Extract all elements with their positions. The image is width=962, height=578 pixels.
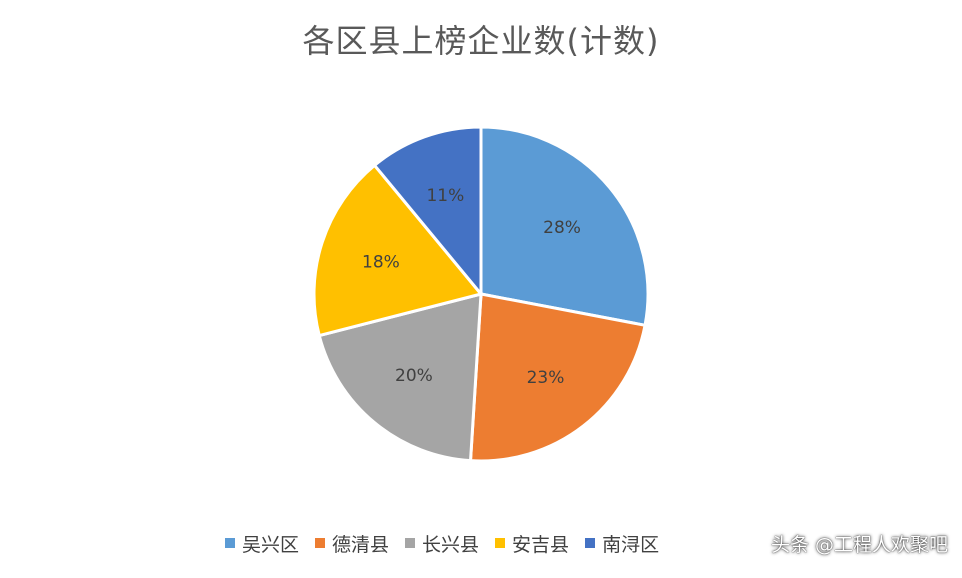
legend-label-3: 长兴县 <box>422 533 480 556</box>
legend-label-1: 吴兴区 <box>242 533 300 556</box>
chart-legend: 吴兴区 德清县 长兴县 安吉县 南浔区 <box>225 530 675 556</box>
legend-swatch-5 <box>585 538 596 548</box>
legend-item-1: 吴兴区 <box>225 530 299 557</box>
legend-label-5: 南浔区 <box>602 533 660 556</box>
legend-label-2: 德清县 <box>332 533 390 556</box>
chart-title: 各区县上榜企业数(计数) <box>302 22 660 60</box>
pie-slice-2 <box>468 292 647 463</box>
legend-item-3: 长兴县 <box>405 530 479 557</box>
pie-slice-3 <box>317 292 483 463</box>
legend-item-2: 德清县 <box>315 530 389 557</box>
pie-slice-4 <box>312 163 484 338</box>
data-label-1: 28% <box>543 218 581 238</box>
data-label-2: 23% <box>527 368 565 388</box>
legend-item-4: 安吉县 <box>495 530 569 557</box>
watermark: 头条 @工程人欢聚吧 <box>770 534 948 556</box>
pie-slice-1 <box>479 125 650 328</box>
legend-swatch-1 <box>225 538 235 548</box>
pie-slice-5 <box>372 125 483 299</box>
legend-swatch-3 <box>405 538 416 548</box>
legend-swatch-2 <box>315 538 326 548</box>
legend-label-4: 安吉县 <box>512 533 570 556</box>
legend-item-5: 南浔区 <box>585 530 659 557</box>
data-label-4: 18% <box>362 252 400 272</box>
data-label-5: 11% <box>426 186 464 206</box>
data-label-3: 20% <box>395 366 433 386</box>
legend-swatch-4 <box>495 538 506 548</box>
